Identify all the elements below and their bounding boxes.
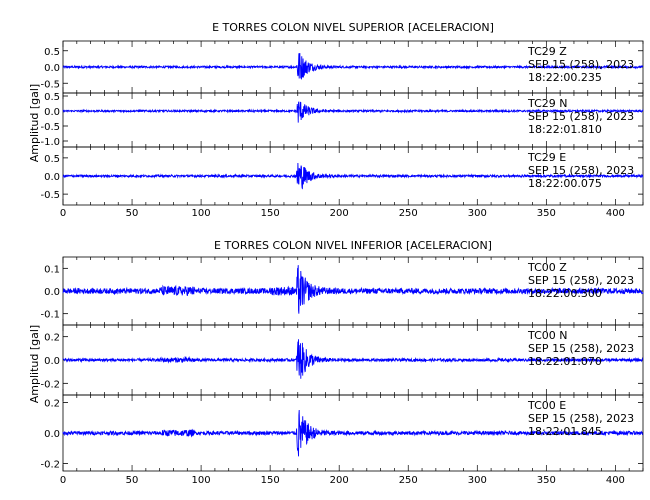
station-time: 18:22:00.300 [528, 287, 602, 300]
y-tick-label: 0.2 [44, 399, 60, 410]
x-tick-label: 100 [192, 475, 211, 486]
station-date: SEP 15 (258), 2023 [528, 110, 634, 123]
station-date: SEP 15 (258), 2023 [528, 58, 634, 71]
x-tick-label: 400 [606, 208, 625, 219]
waveform-trace [62, 53, 644, 80]
station-label: TC00 N [527, 329, 567, 342]
x-tick-label: 50 [126, 475, 139, 486]
station-label: TC00 E [527, 399, 566, 412]
x-tick-label: 350 [537, 208, 556, 219]
y-tick-label: -0.5 [40, 190, 60, 201]
chart-title: E TORRES COLON NIVEL SUPERIOR [ACELERACI… [212, 21, 494, 34]
y-tick-label: 0.0 [44, 107, 60, 118]
station-time: 18:22:01.070 [528, 355, 602, 368]
station-label: TC29 N [527, 97, 567, 110]
x-tick-label: 250 [399, 208, 418, 219]
y-tick-label: -0.5 [40, 122, 60, 133]
x-tick-label: 350 [537, 475, 556, 486]
x-tick-label: 0 [60, 208, 66, 219]
station-date: SEP 15 (258), 2023 [528, 342, 634, 355]
station-time: 18:22:00.235 [528, 71, 602, 84]
station-time: 18:22:01.845 [528, 425, 602, 438]
chart-title: E TORRES COLON NIVEL INFERIOR [ACELERACI… [214, 239, 492, 252]
y-tick-label: 0.0 [44, 63, 60, 74]
y-tick-label: 0.5 [44, 47, 60, 58]
x-tick-label: 0 [60, 475, 66, 486]
y-tick-label: 0.0 [44, 172, 60, 183]
station-label: TC29 Z [527, 45, 567, 58]
y-tick-label: 0.5 [44, 92, 60, 103]
y-tick-label: -0.2 [40, 459, 60, 470]
y-tick-label: -1.0 [40, 137, 60, 148]
y-tick-label: -0.1 [40, 310, 60, 321]
x-tick-label: 150 [261, 208, 280, 219]
waveform-trace [62, 409, 644, 457]
station-date: SEP 15 (258), 2023 [528, 164, 634, 177]
station-time: 18:22:01.810 [528, 123, 602, 136]
x-tick-label: 200 [330, 475, 349, 486]
waveform-trace [62, 162, 644, 190]
y-tick-label: -0.2 [40, 379, 60, 390]
x-tick-label: 400 [606, 475, 625, 486]
y-axis-label: Amplitud [gal] [28, 84, 41, 162]
y-tick-label: -0.5 [40, 79, 60, 90]
x-tick-label: 150 [261, 475, 280, 486]
y-tick-label: 0.0 [44, 356, 60, 367]
chart-group-2: E TORRES COLON NIVEL INFERIOR [ACELERACI… [28, 239, 644, 486]
x-tick-label: 300 [468, 208, 487, 219]
station-time: 18:22:00.075 [528, 177, 602, 190]
x-tick-label: 250 [399, 475, 418, 486]
waveform-trace [62, 265, 644, 314]
waveform-trace [62, 101, 644, 123]
y-tick-label: 0.2 [44, 333, 60, 344]
y-tick-label: 0.1 [44, 264, 60, 275]
y-tick-label: 0.0 [44, 287, 60, 298]
station-label: TC00 Z [527, 261, 567, 274]
station-date: SEP 15 (258), 2023 [528, 274, 634, 287]
waveform-trace [62, 339, 644, 379]
x-tick-label: 50 [126, 208, 139, 219]
x-tick-label: 200 [330, 208, 349, 219]
y-tick-label: 0.5 [44, 154, 60, 165]
y-axis-label: Amplitud [gal] [28, 325, 41, 403]
x-tick-label: 300 [468, 475, 487, 486]
station-label: TC29 E [527, 151, 566, 164]
x-tick-label: 100 [192, 208, 211, 219]
y-tick-label: 0.0 [44, 429, 60, 440]
chart-group-1: E TORRES COLON NIVEL SUPERIOR [ACELERACI… [28, 21, 644, 219]
station-date: SEP 15 (258), 2023 [528, 412, 634, 425]
